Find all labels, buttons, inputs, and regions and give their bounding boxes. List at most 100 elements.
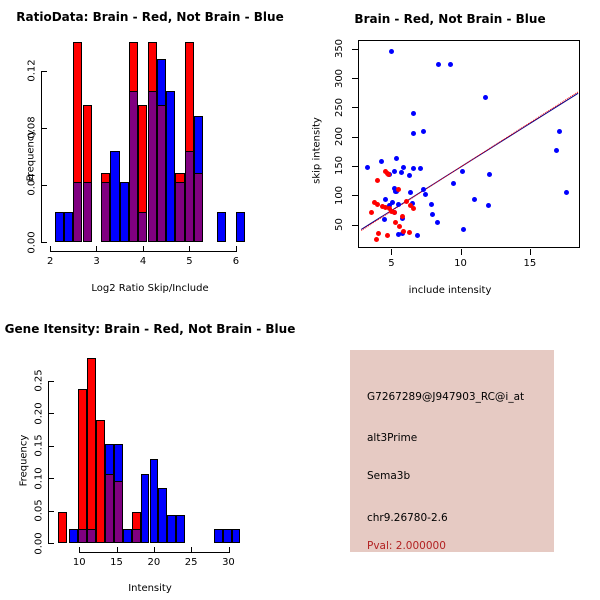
histogram-bar	[166, 90, 176, 242]
histogram-bar	[235, 212, 245, 242]
scatter-point	[372, 199, 378, 205]
scatter-point	[388, 49, 394, 55]
histogram-bar-overlap	[156, 104, 167, 242]
histogram-bar	[77, 388, 87, 543]
histogram-bar-overlap	[128, 90, 139, 242]
y-tick-label: 0.04	[26, 173, 38, 196]
scatter-point	[434, 220, 440, 226]
gene-intensity-xlabel: Intensity	[128, 583, 172, 594]
scatter-point	[388, 208, 394, 214]
y-tick	[352, 78, 358, 80]
scatter-point	[401, 229, 407, 235]
y-tick-label: 0.10	[33, 467, 45, 490]
scatter-point	[556, 129, 562, 135]
y-tick-label: 0.12	[26, 59, 38, 82]
histogram-bar	[110, 150, 120, 242]
histogram-bar	[119, 182, 129, 242]
histogram-bar	[122, 529, 132, 543]
scatter-point	[395, 232, 401, 238]
x-tick	[530, 249, 532, 255]
histogram-bar	[63, 212, 74, 242]
scatter-point	[390, 199, 396, 205]
scatter-point	[374, 178, 380, 184]
histogram-bar	[158, 487, 168, 543]
scatter-point	[460, 227, 466, 233]
scatter-point	[399, 214, 405, 220]
histogram-bar-overlap	[104, 473, 114, 543]
histogram-bar	[213, 529, 223, 543]
x-tick-label: 25	[184, 557, 198, 568]
scatter-point	[383, 205, 389, 211]
y-axis-line	[48, 380, 49, 543]
histogram-bar	[222, 529, 232, 543]
y-tick-label: 0.08	[26, 116, 38, 139]
y-tick-label: 100	[334, 185, 346, 205]
histogram-bar-overlap	[175, 182, 185, 242]
scatter-point	[415, 232, 421, 238]
x-tick	[96, 246, 98, 252]
ratio-histogram-plot	[50, 42, 245, 242]
y-tick-label: 0.05	[33, 499, 45, 522]
scatter-point	[391, 168, 397, 174]
y-tick	[48, 413, 54, 415]
scatter-point	[411, 131, 416, 137]
scatter-point	[387, 205, 393, 211]
x-tick-label: 10	[72, 557, 86, 568]
histogram-bar	[231, 529, 241, 543]
scatter-point	[392, 220, 398, 226]
gene-intensity-plot	[57, 355, 242, 543]
histogram-bar-overlap	[101, 182, 111, 242]
y-tick	[352, 48, 358, 50]
histogram-bar-overlap	[73, 182, 83, 242]
scatter-point	[483, 94, 489, 100]
scatter-point	[376, 231, 382, 237]
gene-info-panel: G7267289@J947903_RC@i_at alt3Prime Sema3…	[350, 350, 554, 552]
x-tick	[116, 547, 118, 553]
histogram-bar-overlap	[82, 182, 92, 242]
scatter-point	[383, 197, 389, 203]
scatter-point	[386, 172, 392, 178]
y-tick	[41, 242, 47, 243]
histogram-bar-overlap	[193, 173, 204, 242]
x-tick-label: 10	[454, 258, 467, 269]
scatter-point	[406, 229, 412, 235]
x-tick	[460, 249, 462, 255]
histogram-bar-overlap	[147, 90, 157, 242]
pval-text: Pval: 2.000000	[367, 540, 446, 552]
scatter-point	[451, 181, 457, 187]
x-tick-label: 3	[93, 256, 100, 267]
scatter-point	[430, 212, 436, 218]
y-tick-label: 0.00	[26, 230, 38, 254]
scatter-point	[401, 165, 407, 171]
histogram-bar	[167, 515, 177, 543]
y-tick-label: 300	[334, 68, 346, 88]
y-tick	[48, 478, 54, 480]
histogram-bar-overlap	[138, 212, 148, 242]
y-tick	[352, 224, 358, 226]
y-tick	[48, 445, 54, 447]
intensity-scatter-frame	[358, 40, 580, 248]
y-tick-label: 200	[334, 127, 346, 147]
x-tick	[79, 547, 81, 553]
intensity-scatter-panel: Brain - Red, Not Brain - Blue skip inten…	[300, 0, 600, 300]
scatter-point	[411, 205, 416, 211]
y-axis-line	[41, 70, 42, 242]
scatter-point	[374, 202, 380, 208]
intensity-scatter-title: Brain - Red, Not Brain - Blue	[354, 12, 546, 26]
scatter-point	[408, 190, 414, 196]
scatter-point	[459, 169, 465, 175]
scatter-point	[395, 186, 401, 192]
y-tick-label: 0.25	[33, 369, 45, 393]
histogram-bar	[217, 212, 227, 242]
y-tick	[352, 107, 358, 109]
scatter-point	[404, 198, 410, 204]
histogram-bar-overlap	[113, 481, 123, 543]
scatter-point	[485, 203, 491, 209]
y-tick-label: 250	[334, 97, 346, 117]
y-tick	[48, 380, 54, 382]
scatter-point	[391, 210, 397, 216]
x-tick-label: 15	[523, 258, 537, 269]
x-tick-label: 5	[186, 256, 193, 267]
ratio-histogram-xlabel: Log2 Ratio Skip/Include	[91, 283, 209, 294]
